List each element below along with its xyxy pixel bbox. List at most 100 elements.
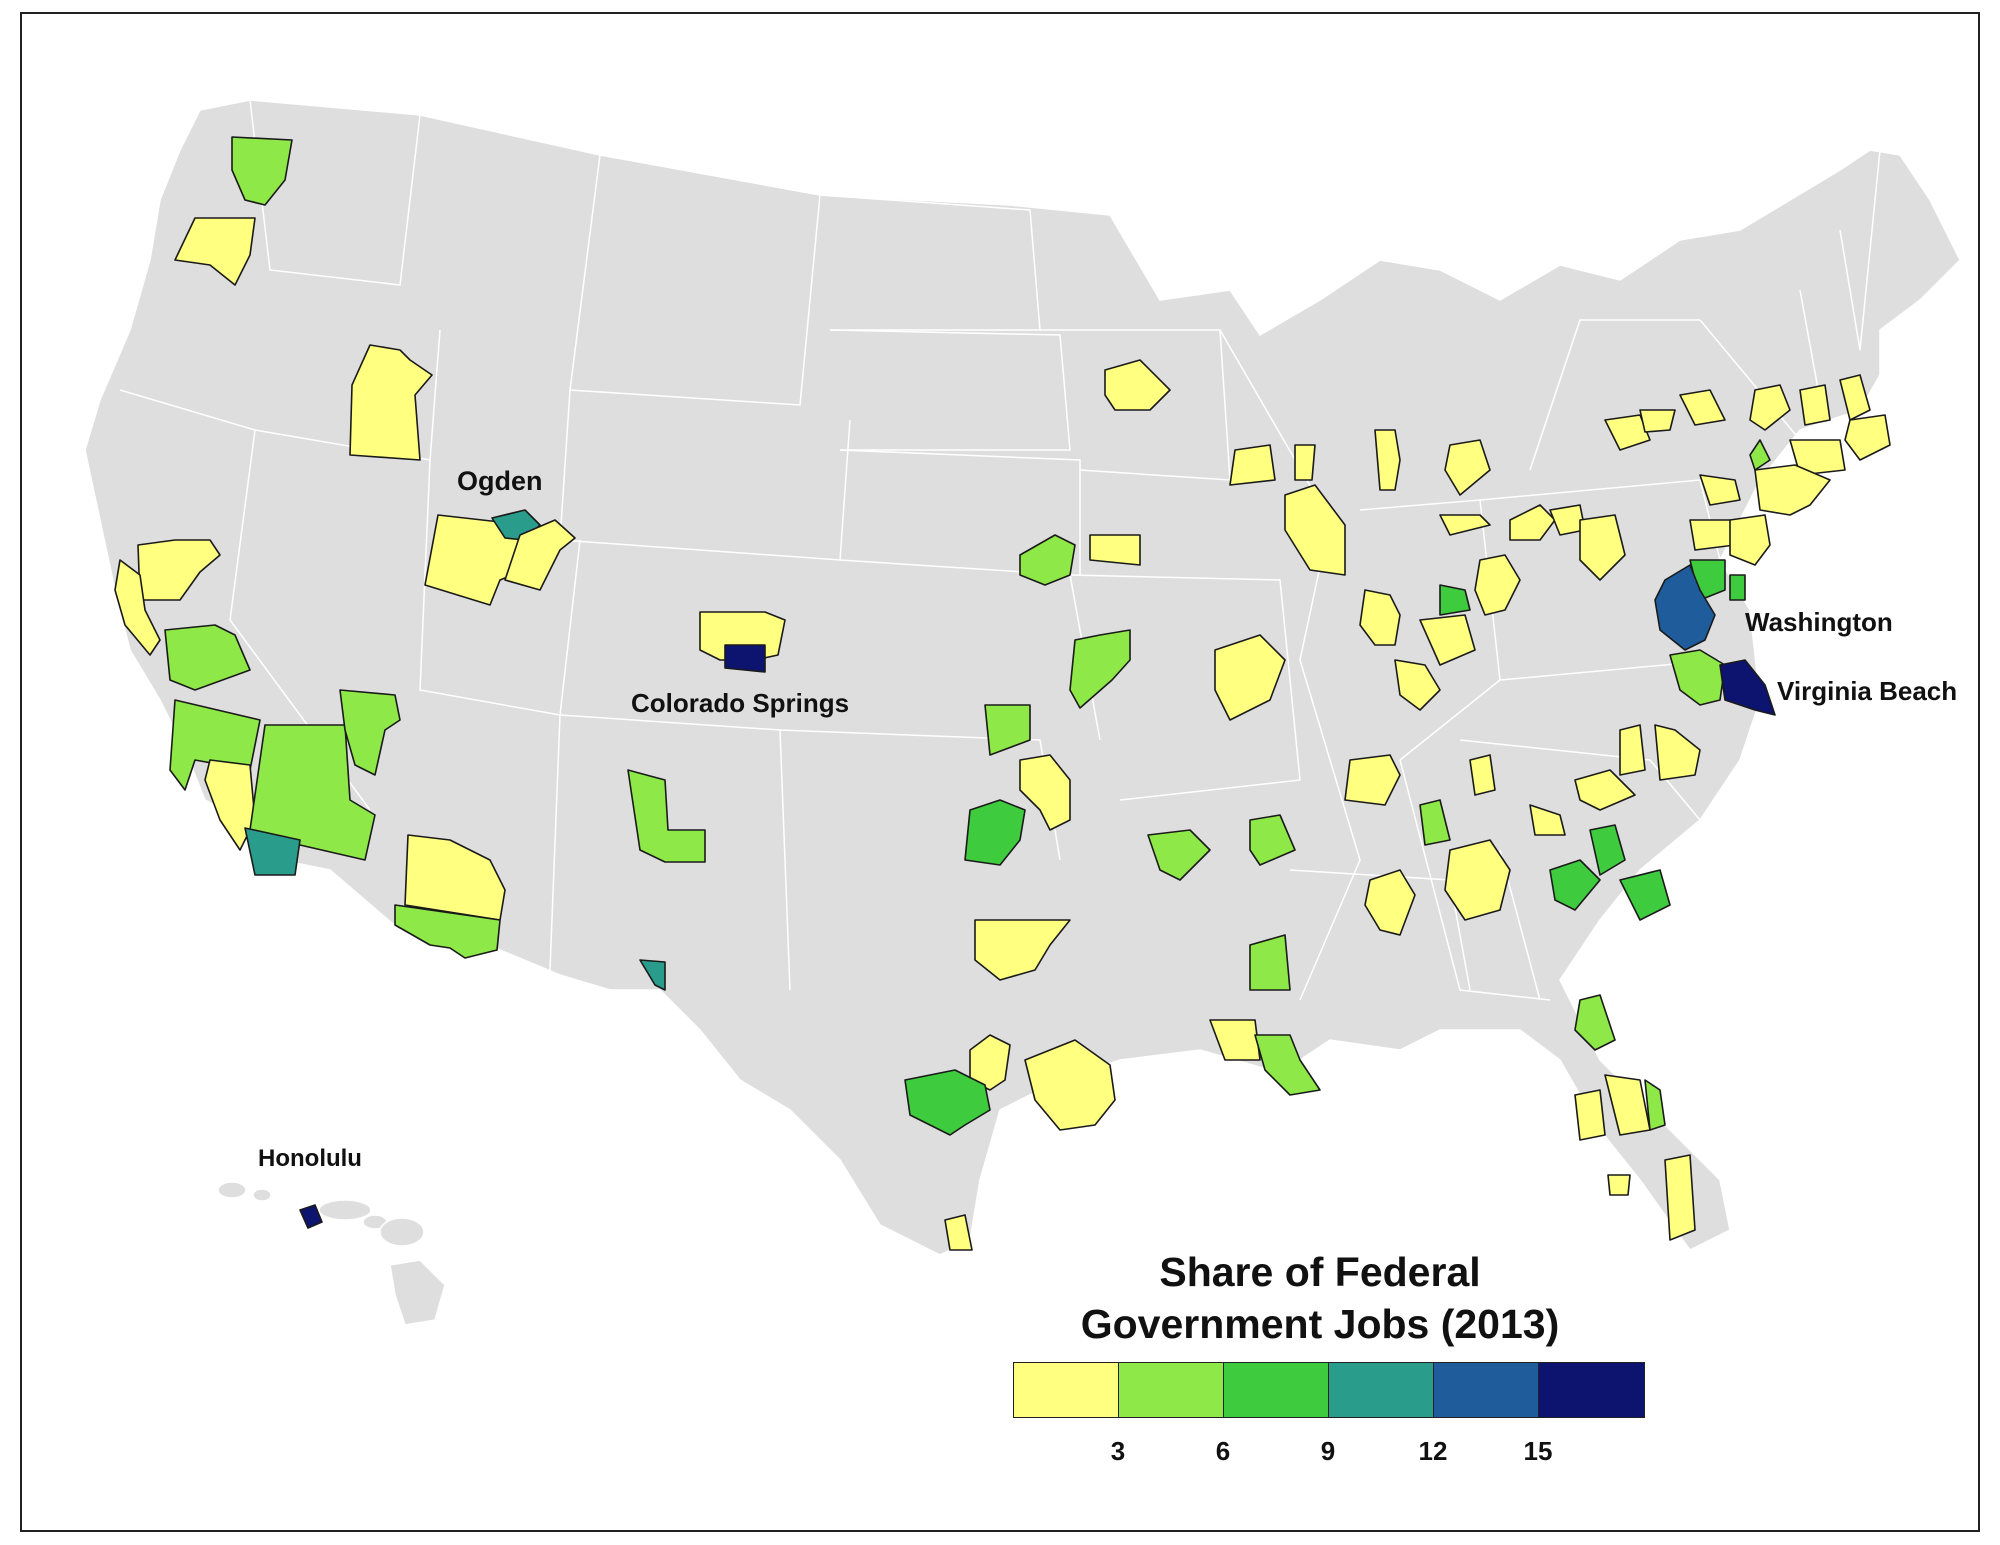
metro-boise: [349, 344, 433, 461]
metro-hartford: [1789, 439, 1846, 476]
metro-sacramento: [137, 539, 221, 601]
metro-san-diego: [244, 827, 301, 876]
metro-knoxville: [1529, 804, 1566, 836]
legend-swatch-5: [1434, 1363, 1539, 1417]
metro-minneapolis: [1104, 359, 1171, 411]
metro-okc: [964, 799, 1026, 866]
metro-el-paso: [639, 959, 666, 991]
metro-atlanta: [1444, 839, 1511, 921]
metro-jackson: [1249, 934, 1291, 991]
metro-rochester: [1639, 409, 1676, 433]
metro-houston: [1024, 1039, 1116, 1131]
legend-tick-label: 3: [1110, 1436, 1126, 1466]
metro-toledo: [1439, 514, 1491, 536]
metro-charlotte: [1574, 769, 1636, 811]
label-honolulu: Honolulu: [258, 1145, 362, 1172]
metro-honolulu: [299, 1204, 323, 1229]
metro-allentown: [1699, 474, 1741, 506]
metro-memphis: [1249, 814, 1296, 866]
metro-baton-rouge: [1209, 1019, 1261, 1061]
metro-chicago: [1284, 484, 1346, 576]
label-ogden: Ogden: [457, 466, 543, 496]
metro-milwaukee: [1294, 444, 1316, 481]
metro-buffalo: [1604, 414, 1651, 451]
legend-title-line2: Government Jobs (2013): [1080, 1301, 1560, 1347]
metro-tucson: [394, 904, 501, 959]
metro-pittsburgh: [1579, 514, 1626, 581]
metro-birmingham: [1364, 869, 1416, 936]
label-virginia-beach: Virginia Beach: [1777, 676, 1958, 706]
metro-indianapolis: [1359, 589, 1401, 646]
metro-fayetteville: [1589, 824, 1626, 876]
metro-albany: [1749, 384, 1791, 431]
metro-lansing: [1444, 439, 1491, 496]
legend-swatch-2: [1119, 1363, 1224, 1417]
metro-st-louis: [1214, 634, 1286, 721]
metro-jacksonville: [1574, 994, 1616, 1051]
metro-syracuse: [1679, 389, 1726, 426]
metro-wichita: [984, 704, 1031, 756]
metro-phoenix: [404, 834, 506, 921]
legend-swatch-4: [1329, 1363, 1434, 1417]
metro-madison: [1229, 444, 1276, 486]
hawaii-islands: [217, 1181, 446, 1326]
legend-swatch-6: [1539, 1363, 1644, 1417]
legend-title: Share of Federal Government Jobs (2013): [1010, 1246, 1630, 1350]
metro-richmond: [1669, 649, 1726, 706]
metro-boston: [1844, 414, 1891, 461]
metro-omaha: [1019, 534, 1076, 586]
metro-seattle: [231, 136, 293, 206]
metro-virginia-beach: [1719, 659, 1776, 716]
metro-raleigh: [1654, 724, 1701, 781]
metro-portland-me: [1839, 374, 1871, 421]
metro-greensboro: [1619, 724, 1646, 776]
metro-charleston: [1619, 869, 1671, 921]
metro-dallas: [974, 919, 1071, 981]
label-colorado-springs: Colorado Springs: [631, 688, 850, 718]
legend-swatch-1: [1014, 1363, 1119, 1417]
metro-grand-rapids: [1374, 429, 1401, 491]
metro-melbourne: [1644, 1079, 1666, 1131]
metro-cincinnati: [1419, 614, 1476, 666]
legend-tick-label: 12: [1418, 1436, 1448, 1466]
metro-huntsville: [1419, 799, 1451, 846]
metro-burlington: [1799, 384, 1831, 426]
legend-tick-label: 15: [1523, 1436, 1553, 1466]
metro-la: [204, 759, 256, 851]
metro-areas: [114, 136, 1891, 1251]
label-washington: Washington: [1745, 607, 1893, 637]
metro-dayton: [1439, 584, 1471, 616]
metro-tulsa: [1019, 754, 1071, 831]
metro-fort-smith: [1147, 829, 1211, 881]
metro-fort-myers: [1607, 1174, 1631, 1196]
metro-colorado-springs: [724, 644, 766, 673]
metro-las-vegas: [339, 689, 401, 776]
metro-new-orleans: [1254, 1034, 1321, 1096]
metro-portland: [174, 217, 256, 286]
metro-albuquerque: [627, 769, 706, 863]
metro-san-antonio: [904, 1069, 991, 1136]
legend-swatch-3: [1224, 1363, 1329, 1417]
legend-tick-label: 9: [1320, 1436, 1336, 1466]
metro-provo: [504, 519, 576, 591]
metro-kansas-city: [1069, 629, 1131, 709]
metro-miami: [1664, 1154, 1696, 1241]
metro-louisville: [1394, 659, 1441, 711]
metro-nyc: [1754, 464, 1831, 516]
metro-nashville: [1344, 754, 1401, 806]
metro-sf-bay: [114, 559, 161, 656]
legend-tick-label: 6: [1215, 1436, 1231, 1466]
legend-color-bar: [1013, 1362, 1645, 1418]
metro-dover: [1729, 574, 1746, 601]
metro-cleveland: [1509, 504, 1556, 541]
metro-brownsville: [944, 1214, 973, 1251]
metro-poughkeepsie: [1749, 439, 1771, 471]
metro-des-moines: [1089, 534, 1141, 566]
metro-chattanooga: [1469, 754, 1496, 796]
metro-philadelphia: [1729, 514, 1771, 566]
metro-columbus: [1474, 554, 1521, 616]
legend-title-line1: Share of Federal: [1159, 1249, 1481, 1295]
metro-washington: [1654, 564, 1716, 651]
metro-columbia: [1549, 859, 1601, 911]
